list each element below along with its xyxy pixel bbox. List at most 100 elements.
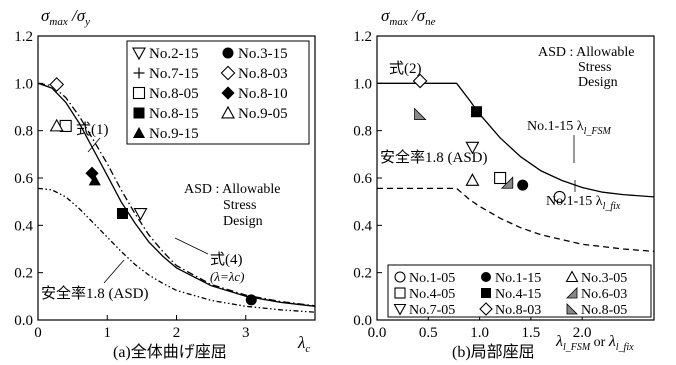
panel-b-legend-box bbox=[387, 264, 652, 318]
panel-a-point-no9-05 bbox=[49, 118, 64, 132]
panel-a-point-no8-15 bbox=[116, 208, 128, 219]
panel-b-xtick-label: 2.0 bbox=[573, 325, 592, 341]
panel-b-curve-1 bbox=[377, 82, 655, 198]
panel-a-xlabel: λc bbox=[297, 333, 310, 355]
panel-b-legend-label: No.3-05 bbox=[581, 271, 627, 286]
panel-b-ytick-label: 0.6 bbox=[353, 171, 372, 187]
panel-a-curve-1 bbox=[37, 82, 316, 307]
panel-a-legend-marker bbox=[133, 67, 145, 79]
panel-a-curve2-sublabel: (λ=λc) bbox=[210, 269, 244, 284]
panel-a-legend-label: No.7-15 bbox=[149, 66, 199, 82]
panel-b-legend-marker bbox=[393, 303, 407, 316]
panel-b-curve-2 bbox=[377, 187, 655, 253]
panel-b-legend-marker bbox=[481, 288, 491, 298]
panel-a-ytick-label: 0.6 bbox=[14, 171, 33, 187]
panel-a-legend-marker bbox=[221, 86, 235, 100]
panel-a-xtick-label: 0 bbox=[34, 325, 42, 341]
panel-b-legend-label: No.8-05 bbox=[581, 303, 627, 318]
panel-a-curve-2 bbox=[37, 82, 316, 307]
panel-b: 0.0 0.2 0.4 0.6 0.8 1.0 1.2 0.0 0.5 1.0 1.5 2.0 bbox=[353, 29, 655, 341]
panel-b-annotation-2: No.1-15 λl_fix bbox=[546, 194, 621, 212]
panel-b-ytick-label: 0.8 bbox=[353, 124, 372, 140]
panel-a-note-1: ASD : Allowable bbox=[184, 182, 280, 197]
panel-b-note-2: Stress bbox=[578, 60, 611, 75]
panel-b-ytick-label: 0.4 bbox=[353, 218, 372, 234]
panel-b-legend-label: No.1-05 bbox=[409, 271, 455, 286]
panel-a-xtick-label: 1 bbox=[104, 325, 112, 341]
panel-b-legend-label: No.1-15 bbox=[495, 271, 541, 286]
panel-a-point-no9-15 bbox=[88, 174, 101, 186]
caption-b: (b)局部座屈 bbox=[452, 343, 535, 361]
panel-a-legend-label: No.8-03 bbox=[238, 66, 288, 82]
panel-b-curve1-label: 式(2) bbox=[389, 60, 422, 77]
panel-b-legend-marker bbox=[479, 302, 493, 316]
panel-a-legend-marker bbox=[220, 65, 236, 81]
panel-b-legend-marker bbox=[394, 271, 406, 283]
panel-b-legend-marker bbox=[566, 287, 578, 299]
panel-a-ytick-label: 0.8 bbox=[14, 124, 33, 140]
panel-b-ytick-label: 0.2 bbox=[353, 266, 372, 282]
panel-a-legend-marker bbox=[133, 107, 145, 119]
panel-b-ytick-label: 1.2 bbox=[353, 29, 372, 45]
panel-b-point-no3-05 bbox=[465, 173, 480, 186]
panel-b-point-no8-05 bbox=[414, 107, 427, 120]
panel-b-xtick-label: 0.5 bbox=[419, 325, 438, 341]
panel-b-legend-marker bbox=[481, 272, 491, 282]
panel-b-legend-label: No.8-03 bbox=[495, 303, 541, 318]
panel-a-xtick-label: 3 bbox=[242, 325, 250, 341]
panel-b-legend-marker bbox=[566, 303, 578, 315]
panel-b-legend-label: No.6-03 bbox=[581, 287, 627, 302]
panel-b-legend-label: No.4-05 bbox=[409, 287, 455, 302]
panel-a-ytick-label: 0.4 bbox=[14, 218, 33, 234]
panel-b-point-no6-03 bbox=[500, 176, 514, 189]
panel-a-ytick-label: 0.2 bbox=[14, 266, 33, 282]
panel-a-curve1-leader bbox=[87, 137, 101, 153]
panel-a-xtick-label: 2 bbox=[173, 325, 181, 341]
panel-a-asd-leader bbox=[103, 259, 125, 284]
panel-b-legend-marker bbox=[394, 287, 406, 299]
panel-a-legend: No.2-15 No.3-15 No.7-15 No.8-03 No.8-05 No.8-… bbox=[132, 46, 288, 142]
panel-b-xtick-label: 1.5 bbox=[522, 325, 541, 341]
panel-a-legend-marker bbox=[221, 105, 235, 119]
panel-a-legend-marker bbox=[222, 47, 234, 59]
panel-a-point-no8-03 bbox=[49, 77, 65, 92]
panel-a-legend-label: No.8-05 bbox=[149, 86, 199, 102]
panel-b-legend: No.1-05 No.1-15 No.3-05 No.4-05 No.4-15 No.6-… bbox=[393, 270, 627, 318]
panel-b-point-no4-15 bbox=[471, 106, 483, 118]
panel-b-annotation-1: No.1-15 λl_FSM bbox=[527, 119, 611, 137]
caption-a: (a)全体曲げ座屈 bbox=[113, 343, 227, 361]
panel-b-legend-marker bbox=[565, 270, 579, 283]
panel-b-point-no4-05 bbox=[494, 171, 507, 185]
panel-a-ytick-label: 1.0 bbox=[14, 76, 33, 92]
panel-a-legend-label: No.9-05 bbox=[238, 106, 288, 122]
panel-a-ytick-label: 1.2 bbox=[14, 29, 33, 45]
panel-b-legend-label: No.4-15 bbox=[495, 287, 541, 302]
panel-a-legend-label: No.8-15 bbox=[149, 106, 199, 122]
panel-b-ytick-label: 0.0 bbox=[353, 313, 372, 329]
panel-a-legend-label: No.8-10 bbox=[238, 86, 288, 102]
panel-a-legend-box bbox=[126, 40, 310, 145]
panel-a-legend-label: No.9-15 bbox=[149, 126, 199, 142]
panel-b-ylabel: σmax /σne bbox=[381, 6, 436, 28]
panel-b-asd-label: 安全率1.8 (ASD) bbox=[380, 148, 488, 166]
panel-b-xtick-label: 1.0 bbox=[470, 325, 489, 341]
panel-b-xlabel: λl_FSM or λl_fix bbox=[555, 333, 634, 353]
panel-a-legend-marker bbox=[132, 86, 146, 100]
panel-a-legend-label: No.3-15 bbox=[238, 46, 288, 62]
panel-a-curve1-label: 式(1) bbox=[76, 121, 109, 138]
panel-a-point-no3-15 bbox=[245, 294, 257, 306]
panel-a-legend-marker bbox=[132, 126, 146, 138]
panel-a-curve2-label: 式(4) bbox=[210, 251, 243, 268]
panel-b-point-no1-05 bbox=[553, 190, 566, 203]
panel-a-point-no8-10 bbox=[85, 166, 99, 180]
panel-a-note-2: Stress bbox=[223, 198, 256, 213]
panel-b-note-3: Design bbox=[578, 75, 618, 90]
panel-a-legend-label: No.2-15 bbox=[149, 46, 199, 62]
panel-a: 0.0 0.2 0.4 0.6 0.8 1.0 1.2 0 1 2 3 bbox=[14, 29, 316, 341]
panel-a-ytick-label: 0.0 bbox=[14, 313, 33, 329]
panel-b-ytick-label: 1.0 bbox=[353, 76, 372, 92]
panel-a-curve-3 bbox=[37, 187, 316, 313]
panel-a-curve2-leader bbox=[174, 237, 209, 255]
